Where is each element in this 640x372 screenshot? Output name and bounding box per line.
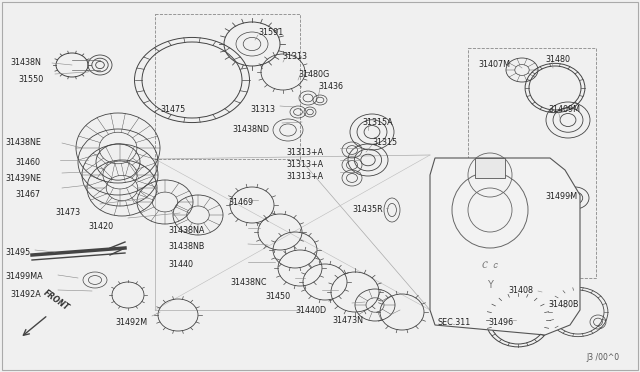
Text: 31450: 31450 bbox=[265, 292, 290, 301]
Text: 31475: 31475 bbox=[160, 105, 185, 114]
Bar bbox=[155, 14, 300, 159]
Text: 31438ND: 31438ND bbox=[232, 125, 269, 134]
Text: 31480G: 31480G bbox=[298, 70, 329, 79]
Text: 31591: 31591 bbox=[258, 28, 284, 37]
Text: 31438N: 31438N bbox=[10, 58, 41, 67]
Text: 31313: 31313 bbox=[282, 52, 307, 61]
Text: 31438NC: 31438NC bbox=[230, 278, 266, 287]
Text: 31436: 31436 bbox=[318, 82, 343, 91]
Text: 31315: 31315 bbox=[372, 138, 397, 147]
Bar bbox=[468, 48, 596, 278]
Text: 31438NA: 31438NA bbox=[168, 226, 204, 235]
Text: 31407M: 31407M bbox=[478, 60, 510, 69]
Text: 31439NE: 31439NE bbox=[5, 174, 41, 183]
Text: 31473: 31473 bbox=[55, 208, 80, 217]
Text: 31409M: 31409M bbox=[548, 105, 580, 114]
Text: 31313+A: 31313+A bbox=[286, 160, 323, 169]
Text: 31438NE: 31438NE bbox=[5, 138, 41, 147]
Text: FRONT: FRONT bbox=[42, 288, 71, 312]
Text: 31550: 31550 bbox=[18, 75, 44, 84]
Text: 31313+A: 31313+A bbox=[286, 172, 323, 181]
Text: 31469: 31469 bbox=[228, 198, 253, 207]
Text: 31408: 31408 bbox=[508, 286, 533, 295]
Text: 31438NB: 31438NB bbox=[168, 242, 204, 251]
Text: 31496: 31496 bbox=[488, 318, 513, 327]
Text: 31499MA: 31499MA bbox=[5, 272, 43, 281]
Text: 31440: 31440 bbox=[168, 260, 193, 269]
Text: 31315A: 31315A bbox=[362, 118, 392, 127]
Text: 31492A: 31492A bbox=[10, 290, 41, 299]
Text: 31435R: 31435R bbox=[352, 205, 383, 214]
Text: 31460: 31460 bbox=[15, 158, 40, 167]
Polygon shape bbox=[430, 158, 580, 335]
Text: 31467: 31467 bbox=[15, 190, 40, 199]
Text: SEC.311: SEC.311 bbox=[438, 318, 471, 327]
Text: 31480: 31480 bbox=[545, 55, 570, 64]
Bar bbox=[475, 158, 505, 178]
Text: $\mathcal{C}$  $\mathcal{c}$: $\mathcal{C}$ $\mathcal{c}$ bbox=[481, 260, 499, 270]
Text: 31495: 31495 bbox=[5, 248, 30, 257]
Text: 31313: 31313 bbox=[250, 105, 275, 114]
Text: 31420: 31420 bbox=[88, 222, 113, 231]
Text: 31473N: 31473N bbox=[332, 316, 363, 325]
Text: 31480B: 31480B bbox=[548, 300, 579, 309]
Text: Y: Y bbox=[487, 280, 493, 290]
Text: 31492M: 31492M bbox=[115, 318, 147, 327]
Text: 31499M: 31499M bbox=[545, 192, 577, 201]
Text: 31313+A: 31313+A bbox=[286, 148, 323, 157]
Text: 31440D: 31440D bbox=[295, 306, 326, 315]
Text: J3 /00^0: J3 /00^0 bbox=[587, 353, 620, 362]
